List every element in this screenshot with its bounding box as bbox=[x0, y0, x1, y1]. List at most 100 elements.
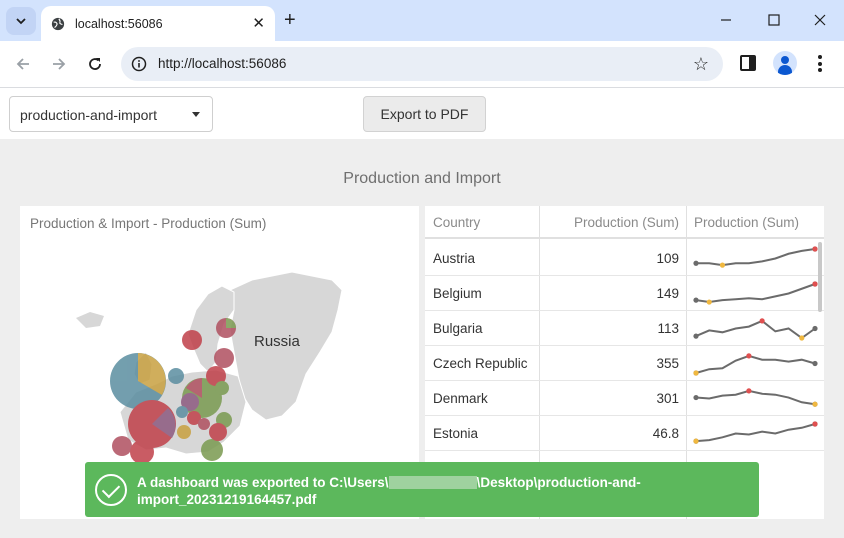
sparkline-path bbox=[695, 354, 816, 374]
sparkline-start-point bbox=[693, 333, 699, 339]
reload-icon bbox=[89, 58, 101, 70]
table-row[interactable]: Bulgaria 113 bbox=[425, 311, 824, 346]
table-row[interactable]: Czech Republic 355 bbox=[425, 346, 824, 381]
reload-button[interactable] bbox=[84, 53, 106, 75]
url-text[interactable]: http://localhost:56086 bbox=[158, 56, 287, 71]
cell-production: 113 bbox=[657, 321, 679, 336]
back-button[interactable] bbox=[12, 53, 34, 75]
cell-country: Bulgaria bbox=[433, 321, 483, 336]
export-to-pdf-button[interactable]: Export to PDF bbox=[363, 96, 486, 132]
europe-bubble-map[interactable]: Russia bbox=[20, 206, 419, 519]
sparkline bbox=[693, 388, 818, 407]
cell-production: 46.8 bbox=[652, 426, 679, 441]
sparkline-max-point bbox=[746, 388, 752, 394]
toast-message-suffix: \Desktop\production-and- bbox=[476, 475, 641, 490]
cell-production: 149 bbox=[656, 286, 679, 301]
info-icon[interactable] bbox=[131, 56, 147, 72]
new-tab-button[interactable]: + bbox=[284, 9, 296, 31]
bookmark-star-icon[interactable]: ☆ bbox=[692, 54, 709, 74]
sparkline-path bbox=[695, 389, 816, 406]
table-row[interactable]: Denmark 301 bbox=[425, 381, 824, 416]
cell-country: Estonia bbox=[433, 426, 479, 441]
sparkline bbox=[693, 281, 818, 305]
forward-button[interactable] bbox=[48, 53, 70, 75]
maximize-icon bbox=[768, 14, 780, 26]
cell-country: Austria bbox=[433, 251, 476, 266]
column-divider bbox=[539, 206, 540, 519]
sparkline-max-point bbox=[812, 246, 818, 252]
arrow-left-icon bbox=[16, 58, 29, 70]
sparkline-min-point bbox=[693, 370, 699, 376]
toast-message-prefix: A dashboard was exported to C:\Users\ bbox=[137, 475, 389, 490]
chevron-down-icon bbox=[16, 17, 26, 24]
sparkline-path bbox=[695, 283, 816, 304]
sparkline-path bbox=[695, 319, 816, 340]
browser-tab[interactable]: localhost:56086 ✕ bbox=[41, 6, 275, 41]
column-divider bbox=[686, 206, 687, 519]
check-circle-icon bbox=[95, 474, 127, 506]
close-icon bbox=[814, 14, 826, 26]
close-window-button[interactable] bbox=[808, 8, 832, 32]
globe-icon bbox=[51, 17, 65, 30]
sparkline-min-point bbox=[812, 401, 818, 407]
dashboard-select-value: production-and-import bbox=[20, 107, 157, 123]
sparkline-start-point bbox=[693, 260, 699, 266]
cell-production: 355 bbox=[656, 356, 679, 371]
sparkline-path bbox=[695, 423, 816, 443]
tab-search-button[interactable] bbox=[6, 7, 36, 35]
sparkline-end-point bbox=[812, 325, 818, 332]
iceland-shape bbox=[76, 312, 104, 328]
toast-message: A dashboard was exported to C:\Users\ \De… bbox=[137, 474, 737, 508]
column-header-production-sparkline[interactable]: Production (Sum) bbox=[694, 215, 800, 230]
grid-header: Country Production (Sum) Production (Sum… bbox=[425, 206, 824, 239]
maximize-button[interactable] bbox=[762, 8, 786, 32]
sparkline-path bbox=[696, 248, 816, 267]
sparkline-end-point bbox=[812, 360, 818, 367]
dashboard-canvas: Production and Import Production & Impor… bbox=[0, 139, 844, 538]
sparkline-min-point bbox=[719, 262, 726, 268]
table-row[interactable]: Estonia 46.8 bbox=[425, 416, 824, 451]
table-row[interactable]: Belgium 149 bbox=[425, 276, 824, 311]
minimize-button[interactable] bbox=[714, 8, 738, 32]
sparkline-min-point bbox=[693, 438, 699, 444]
cell-country: Denmark bbox=[433, 391, 488, 406]
sparkline-start-point bbox=[693, 394, 699, 401]
profile-avatar[interactable] bbox=[773, 51, 797, 75]
toast-message-filename: import_20231219164457.pdf bbox=[137, 492, 317, 507]
side-panel-icon[interactable] bbox=[740, 55, 756, 71]
sparkline-min-point bbox=[706, 299, 712, 305]
map-bubbles bbox=[110, 318, 236, 464]
browser-tab-strip: localhost:56086 ✕ + bbox=[0, 0, 844, 41]
table-row[interactable]: Austria 109 bbox=[425, 241, 824, 276]
map-widget-title: Production & Import - Production (Sum) bbox=[30, 216, 267, 231]
export-success-toast[interactable]: A dashboard was exported to C:\Users\ \De… bbox=[85, 462, 759, 517]
cell-country: Czech Republic bbox=[433, 356, 528, 371]
russia-shape bbox=[229, 271, 343, 421]
sparkline bbox=[693, 421, 818, 444]
sparkline bbox=[693, 318, 818, 341]
sparkline-max-point bbox=[759, 318, 765, 324]
grid-scrollbar[interactable] bbox=[818, 242, 822, 312]
dashboard-toolbar: production-and-import Export to PDF bbox=[0, 88, 844, 139]
tab-close-icon[interactable]: ✕ bbox=[252, 15, 265, 32]
map-country-label: Russia bbox=[254, 333, 301, 350]
caret-down-icon bbox=[192, 112, 200, 117]
redacted-username bbox=[388, 476, 477, 489]
column-header-country[interactable]: Country bbox=[433, 215, 481, 230]
sparkline bbox=[693, 246, 818, 268]
column-header-production[interactable]: Production (Sum) bbox=[573, 215, 679, 230]
dashboard-select[interactable]: production-and-import bbox=[9, 96, 213, 132]
cell-country: Belgium bbox=[433, 286, 482, 301]
tab-title: localhost:56086 bbox=[75, 16, 163, 31]
sparkline-max-point bbox=[812, 421, 818, 427]
arrow-right-icon bbox=[53, 58, 66, 70]
address-bar[interactable]: http://localhost:56086 ☆ bbox=[121, 47, 723, 81]
sparkline-min-point bbox=[799, 335, 805, 341]
browser-toolbar: http://localhost:56086 ☆ bbox=[0, 41, 844, 88]
sparkline bbox=[693, 353, 818, 376]
dashboard-title: Production and Import bbox=[343, 170, 501, 187]
browser-menu-icon[interactable] bbox=[818, 55, 822, 75]
sparkline-start-point bbox=[693, 297, 699, 303]
sparkline-max-point bbox=[746, 353, 752, 359]
sparkline-max-point bbox=[812, 281, 818, 287]
